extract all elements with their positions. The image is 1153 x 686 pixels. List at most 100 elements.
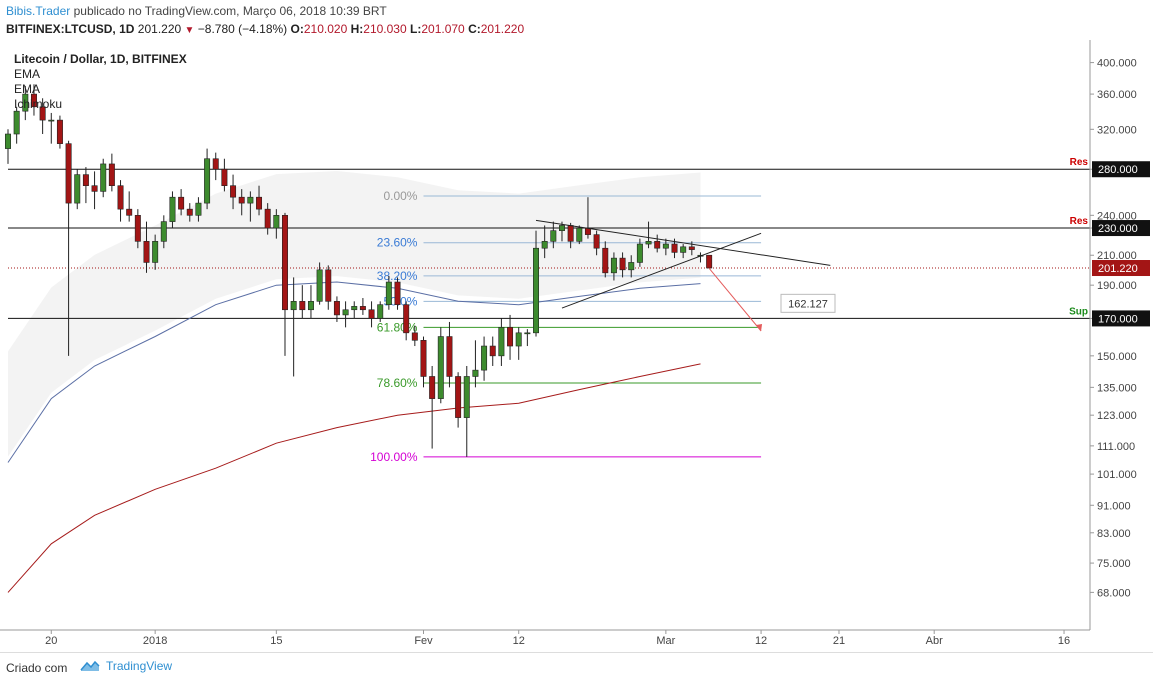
y-tick-label: 400.000 (1097, 58, 1137, 70)
candle-body (48, 119, 55, 122)
price-chart[interactable]: Res Res Sup 0.00% 23.60% 38.20% 50.0% 61.80% 78… (0, 40, 1153, 652)
candle-body (515, 332, 522, 347)
y-tick-label: 83.000 (1097, 528, 1131, 540)
candle-body (100, 163, 107, 192)
y-tick-label: 190.000 (1097, 280, 1137, 292)
candle-body (22, 93, 29, 112)
fib-label-38.20%: 38.20% (377, 269, 418, 283)
fib-label-78.60%: 78.60% (377, 376, 418, 390)
candle-body (117, 185, 124, 210)
price-tag-label: 280.000 (1098, 164, 1138, 176)
candle-body (134, 215, 141, 242)
candle-body (576, 227, 583, 242)
candle-body (160, 221, 167, 242)
candle-body (108, 163, 115, 186)
candle-body (377, 304, 384, 319)
candle-body (256, 196, 263, 210)
candle-body (204, 158, 211, 204)
candle-body (636, 243, 643, 263)
x-tick-label: Fev (414, 635, 433, 647)
candle-body (299, 301, 306, 311)
footer: Criado com TradingView (0, 652, 1153, 686)
fib-label-100.00%: 100.00% (370, 450, 418, 464)
projection-arrow-head-icon (756, 323, 763, 331)
legend-title: Litecoin / Dollar, 1D, BITFINEX (14, 52, 187, 66)
y-tick-label: 111.000 (1097, 441, 1135, 453)
candle-body (169, 196, 176, 222)
candle-body (307, 301, 314, 311)
x-tick-label: 12 (513, 635, 525, 647)
candle-body (333, 301, 340, 316)
candle-body (411, 332, 418, 341)
target-price-box (780, 293, 836, 313)
candle-body (221, 168, 228, 186)
candle-body (238, 196, 245, 204)
y-tick-label: 240.000 (1097, 210, 1137, 222)
level-label-res: Res (1070, 157, 1089, 168)
candle-body (56, 119, 63, 144)
candle-body (420, 340, 427, 377)
ema-slow-line (7, 363, 701, 593)
candle-body (671, 243, 678, 253)
candle-body (359, 306, 366, 311)
price-tag-230.000 (1092, 220, 1150, 237)
candle-body (455, 376, 462, 418)
x-tick-label: 12 (755, 635, 767, 647)
candle-body (91, 185, 98, 192)
publish-text: publicado no TradingView.com, Março 06, … (73, 4, 387, 18)
open-label: O: (290, 22, 304, 36)
x-tick-label: 21 (833, 635, 845, 647)
fib-label-50.0%: 50.0% (383, 294, 417, 308)
y-tick-label: 150.000 (1097, 351, 1137, 363)
legend-indicator-ichimoku[interactable]: Ichimoku (14, 97, 63, 111)
candle-body (610, 257, 617, 274)
candle-body (662, 243, 669, 249)
chart-legend: Litecoin / Dollar, 1D, BITFINEX EMA EMA … (14, 52, 187, 112)
level-label-sup: Sup (1069, 306, 1088, 317)
candle-body (385, 281, 392, 305)
legend-indicator-ema-2[interactable]: EMA (14, 82, 41, 96)
price-tag-label: 201.220 (1098, 263, 1138, 275)
candle-body (437, 336, 444, 399)
candle-body (143, 241, 150, 263)
candle-body (429, 376, 436, 399)
candle-body (533, 247, 539, 334)
tradingview-brand-text: TradingView (106, 659, 173, 673)
y-tick-label: 68.000 (1097, 587, 1131, 599)
candle-body (472, 369, 479, 377)
price-tag-label: 230.000 (1098, 223, 1138, 235)
candle-body (5, 133, 11, 149)
y-tick-label: 101.000 (1097, 469, 1137, 481)
trendline-lower (561, 232, 762, 309)
x-tick-label: 2018 (143, 635, 167, 647)
candle-body (541, 241, 548, 249)
candle-body (628, 262, 635, 271)
tradingview-link[interactable]: TradingView (80, 659, 172, 673)
candle-body (74, 174, 81, 204)
candle-body (463, 376, 470, 418)
candle-body (342, 309, 349, 316)
candle-body (247, 196, 254, 204)
candle-body (264, 208, 271, 229)
y-tick-label: 135.000 (1097, 382, 1137, 394)
x-tick-label: Mar (656, 635, 675, 647)
candle-body (273, 215, 280, 229)
close-value: 201.220 (480, 22, 525, 36)
high-value: 210.030 (363, 22, 407, 36)
author-link[interactable]: Bibis.Trader (6, 4, 71, 18)
candle-body (567, 225, 574, 242)
symbol-label: BITFINEX:LTCUSD, 1D (6, 22, 135, 36)
price-tag-280.000 (1092, 161, 1150, 178)
fib-label-23.60%: 23.60% (377, 236, 418, 250)
candle-body (550, 230, 557, 242)
close-label: C: (468, 22, 481, 36)
candle-body (680, 246, 687, 253)
candle-body (65, 143, 72, 204)
candle-body (602, 247, 609, 274)
candle-body (559, 225, 565, 231)
candle-body (186, 208, 193, 216)
legend-indicator-ema-1[interactable]: EMA (14, 67, 41, 81)
trendline-upper (535, 219, 831, 266)
made-with-text: Criado com (6, 661, 68, 675)
candle-body (351, 306, 358, 311)
